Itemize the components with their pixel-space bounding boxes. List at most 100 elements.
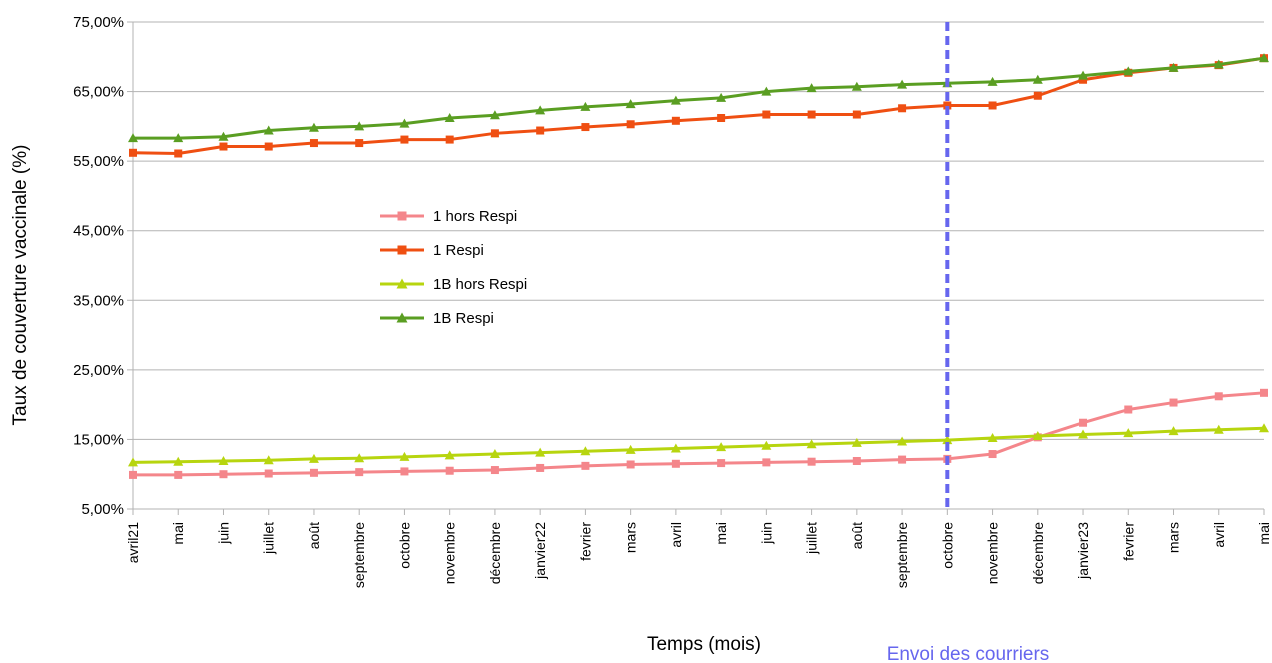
data-point <box>1079 75 1088 84</box>
data-point <box>218 131 229 141</box>
series-1-respi <box>129 54 1268 158</box>
data-point <box>762 458 771 467</box>
data-point <box>626 120 635 129</box>
series-line <box>132 426 1265 464</box>
data-point <box>264 142 273 151</box>
data-point <box>444 450 455 460</box>
data-point <box>1079 418 1088 427</box>
legend-label: 1 hors Respi <box>433 208 517 225</box>
x-tick-label: septembre <box>894 522 910 588</box>
x-tick-label: avril21 <box>125 522 141 563</box>
data-point <box>1168 426 1179 436</box>
data-point <box>128 133 138 143</box>
data-point <box>806 83 817 93</box>
x-tick-label: juin <box>215 522 231 545</box>
data-point <box>988 101 997 110</box>
data-point <box>625 444 636 454</box>
y-axis-ticks: 75,00% 65,00% 55,00% 45,00% 35,00% 25,00% 15,0… <box>73 14 124 518</box>
data-point <box>897 79 908 89</box>
data-point <box>173 133 184 143</box>
data-point <box>851 437 862 447</box>
data-point <box>852 110 861 119</box>
legend-label: 1 Respi <box>433 242 484 259</box>
x-tick-label: mai <box>713 522 729 545</box>
data-point <box>761 86 772 96</box>
data-point <box>807 457 816 466</box>
data-point <box>397 211 407 221</box>
data-point <box>129 470 137 479</box>
y-tick-label: 55,00% <box>73 153 124 170</box>
x-tick-label: mars <box>1166 522 1182 553</box>
data-point <box>263 125 274 135</box>
data-point <box>308 122 319 132</box>
data-point <box>807 110 816 119</box>
data-point <box>1124 405 1133 414</box>
legend-item: 1 hors Respi <box>380 208 517 225</box>
legend: 1 hors Respi 1 Respi 1B hors Respi 1B Respi <box>380 208 527 327</box>
data-point <box>129 148 137 157</box>
data-point <box>580 101 591 111</box>
data-point <box>581 461 590 470</box>
data-point <box>174 470 183 479</box>
plot-area <box>128 22 1269 509</box>
legend-label: 1B hors Respi <box>433 276 527 293</box>
data-point <box>1168 62 1179 72</box>
data-point <box>717 459 726 468</box>
data-point <box>1033 91 1042 100</box>
x-tick-label: octobre <box>939 522 955 569</box>
legend-label: 1B Respi <box>433 310 494 327</box>
x-tick-label: août <box>306 522 322 549</box>
data-point <box>1032 74 1043 84</box>
x-tick-label: mai <box>170 522 186 545</box>
data-point <box>400 467 409 476</box>
data-point <box>490 129 499 138</box>
data-point <box>354 453 365 463</box>
data-point <box>580 446 591 456</box>
data-point <box>173 456 184 466</box>
data-point <box>1078 70 1089 80</box>
data-point <box>942 435 953 445</box>
data-point <box>264 469 273 478</box>
data-point <box>536 126 545 135</box>
data-point <box>1078 429 1089 439</box>
x-tick-label: juillet <box>804 522 820 555</box>
x-axis-title: Temps (mois) <box>647 634 761 655</box>
data-point <box>852 456 861 465</box>
data-point <box>445 135 454 144</box>
data-point <box>400 135 409 144</box>
data-point <box>1259 53 1269 63</box>
series-1b-respi <box>128 53 1269 143</box>
data-point <box>174 149 183 158</box>
x-tick-label: décembre <box>487 522 503 584</box>
data-point <box>897 436 908 446</box>
data-point <box>399 451 410 461</box>
data-point <box>1032 430 1043 440</box>
x-tick-label: fevrier <box>577 522 593 561</box>
data-point <box>309 139 318 148</box>
data-point <box>851 81 862 91</box>
data-point <box>1169 398 1178 407</box>
data-point <box>717 114 726 123</box>
data-point <box>263 455 274 465</box>
x-tick-label: avril <box>668 522 684 548</box>
data-point <box>396 312 408 323</box>
data-point <box>762 110 771 119</box>
x-axis-ticks: avril21 mai juin juillet août septembre octobr… <box>125 509 1272 588</box>
x-tick-label: novembre <box>985 522 1001 584</box>
x-tick-label: avril <box>1211 522 1227 548</box>
data-point <box>397 245 407 255</box>
data-point <box>898 104 907 113</box>
y-tick-label: 75,00% <box>73 14 124 31</box>
data-point <box>308 453 319 463</box>
data-point <box>671 459 680 468</box>
data-point <box>355 139 364 148</box>
data-point <box>716 92 727 102</box>
series-1-hors-respi <box>129 388 1268 479</box>
data-point <box>218 455 229 465</box>
data-point <box>987 76 998 86</box>
data-point <box>490 466 499 475</box>
data-point <box>489 110 500 120</box>
data-point <box>988 450 997 459</box>
y-axis-title: Taux de couverture vaccinale (%) <box>10 145 31 426</box>
data-point <box>309 468 318 477</box>
